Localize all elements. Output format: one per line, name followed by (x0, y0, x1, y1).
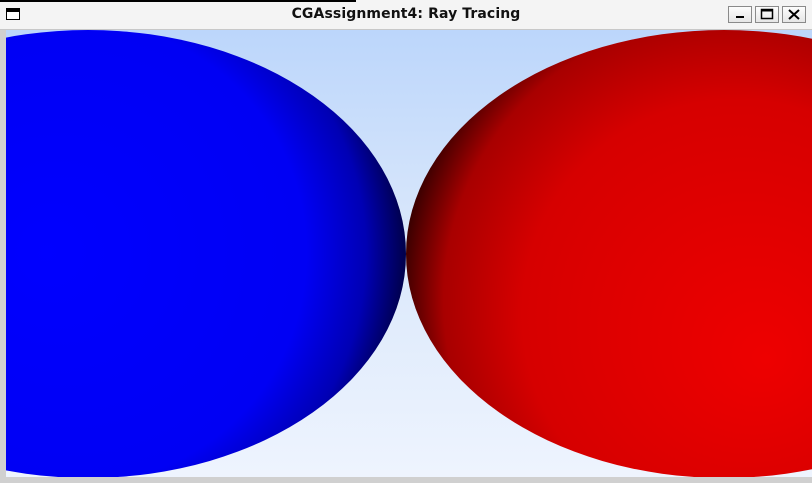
window-title: CGAssignment4: Ray Tracing (291, 6, 521, 22)
maximize-icon (760, 8, 774, 20)
window-left-border (0, 30, 6, 477)
title-bar-accent-line (0, 0, 356, 2)
minimize-button[interactable] (728, 6, 752, 23)
red-sphere (406, 30, 812, 477)
render-canvas[interactable] (6, 30, 812, 477)
close-button[interactable] (782, 6, 806, 23)
window-bottom-border (0, 477, 812, 483)
maximize-button[interactable] (755, 6, 779, 23)
blue-sphere (6, 30, 406, 477)
window-menu-icon[interactable] (6, 8, 20, 20)
title-bar[interactable]: CGAssignment4: Ray Tracing (0, 0, 812, 30)
minimize-icon (736, 16, 744, 18)
ray-traced-scene (6, 30, 812, 477)
window-controls (728, 6, 806, 23)
close-icon (788, 9, 800, 20)
